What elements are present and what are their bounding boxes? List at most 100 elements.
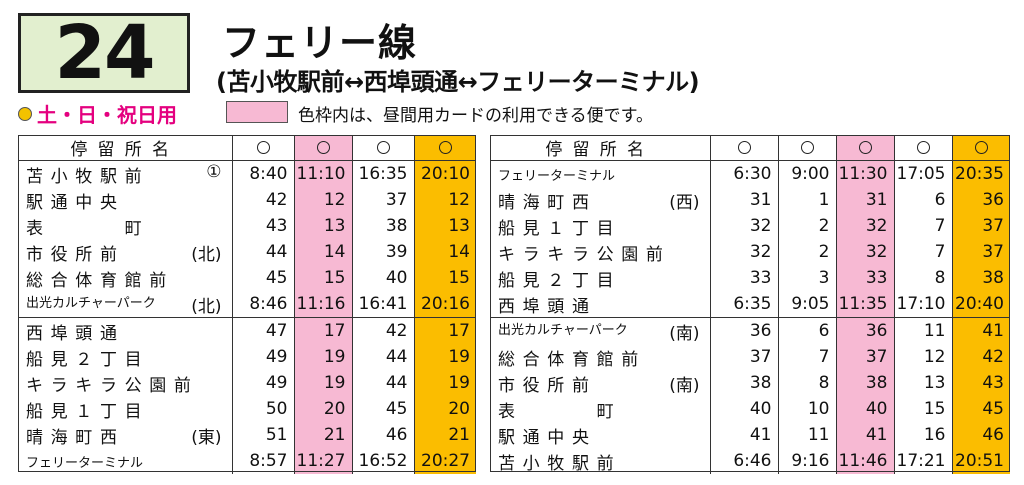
departure-time-cell: 16:52 [351, 448, 414, 474]
day-type-label: 土・日・祝日用 [18, 99, 177, 128]
departure-time-cell: 43 [951, 370, 1010, 396]
departure-time-cell: 8:46 [231, 291, 294, 318]
departure-time-cell: 7 [893, 239, 952, 265]
stop-name: 苫小牧駅前 [498, 453, 622, 474]
stop-name-cell: キラキラ公園前 [490, 239, 710, 265]
departure-time-cell: 15 [413, 265, 476, 291]
circle-icon [438, 141, 452, 154]
departure-time-cell: 16:41 [351, 291, 414, 318]
departure-time-cell: 11:16 [293, 291, 352, 318]
departure-time-cell: 33 [835, 265, 894, 291]
line-name: フェリー線 [222, 21, 418, 65]
departure-time-cell: 21 [293, 422, 352, 448]
day-type-text: 土・日・祝日用 [37, 103, 177, 127]
departure-time-cell: 31 [835, 187, 894, 213]
stop-name-cell: 総合体育館前 [18, 265, 232, 291]
circle-icon [974, 141, 988, 154]
departure-time-cell: 42 [231, 187, 294, 213]
departure-time-cell: 37 [951, 213, 1010, 239]
departure-time-cell: 7 [893, 213, 952, 239]
stop-name: 出光カルチャーパーク [498, 322, 628, 338]
departure-time-cell: 8 [893, 265, 952, 291]
departure-time-cell: 40 [835, 396, 894, 422]
table-row: 総合体育館前 45 15 40 15 [18, 265, 476, 291]
departure-time-cell: 9:16 [777, 448, 836, 474]
circle-icon [376, 141, 390, 154]
circle-icon [800, 141, 814, 154]
stop-name-cell: 船見２丁目 [490, 265, 710, 291]
departure-time-cell: 13 [293, 213, 352, 239]
stop-name: 総合体育館前 [498, 349, 646, 370]
departure-time-cell: 14 [413, 239, 476, 265]
trip-header-cell [835, 135, 894, 161]
table-row: 船見２丁目 49 19 44 19 [18, 344, 476, 370]
departure-time-cell: 45 [231, 265, 294, 291]
line-subtitle: (苫小牧駅前↔西埠頭通↔フェリーターミナル) [216, 68, 700, 96]
departure-time-cell: 19 [413, 344, 476, 370]
departure-time-cell: 11 [893, 317, 952, 344]
timetable-inbound: 停留所名 フェリーターミナル 6:30 9:00 11:30 17:05 20:35 晴海町西… [490, 135, 1010, 474]
departure-time-cell: 37 [351, 187, 414, 213]
stop-name-cell: 表 町 [18, 213, 232, 239]
departure-time-cell: 14 [293, 239, 352, 265]
departure-time-cell: 39 [351, 239, 414, 265]
departure-time-cell: 12 [413, 187, 476, 213]
table-row: 晴海町西 (西) 31 1 31 6 36 [490, 187, 1010, 213]
departure-time-cell: 46 [951, 422, 1010, 448]
stop-name: 船見２丁目 [498, 270, 622, 291]
departure-time-cell: 38 [951, 265, 1010, 291]
stop-name-cell: 市役所前 (南) [490, 370, 710, 396]
table-row: 出光カルチャーパーク (南) 36 6 36 11 41 [490, 317, 1010, 344]
departure-time-cell: 11 [777, 422, 836, 448]
departure-time-cell: 17:05 [893, 160, 952, 187]
stop-name-cell: 船見２丁目 [18, 344, 232, 370]
departure-time-cell: 44 [231, 239, 294, 265]
yellow-dot-icon [18, 106, 32, 121]
departure-time-cell: 51 [231, 422, 294, 448]
departure-time-cell: 37 [951, 239, 1010, 265]
trip-header-cell [293, 135, 352, 161]
table-row: フェリーターミナル 6:30 9:00 11:30 17:05 20:35 [490, 160, 1010, 188]
trip-header-cell [351, 135, 414, 161]
departure-time-cell: 10 [777, 396, 836, 422]
departure-time-cell: 20:16 [413, 291, 476, 318]
departure-time-cell: 8:57 [231, 448, 294, 474]
stop-name: 出光カルチャーパーク [26, 295, 156, 311]
stop-name-cell: 西埠頭通 [18, 318, 232, 345]
stop-note: (北) [191, 244, 222, 265]
stop-name: 表 町 [26, 218, 150, 239]
route-number: 24 [54, 10, 156, 96]
departure-time-cell: 9:05 [777, 291, 836, 318]
departure-time-cell: 11:30 [835, 160, 894, 187]
trip-header-cell [231, 135, 294, 161]
departure-time-cell: 6 [893, 187, 952, 213]
departure-time-cell: 15 [893, 396, 952, 422]
departure-time-cell: 37 [835, 344, 894, 370]
table-row: キラキラ公園前 32 2 32 7 37 [490, 239, 1010, 265]
departure-time-cell: 32 [835, 239, 894, 265]
departure-time-cell: 9:00 [777, 160, 836, 187]
stop-name-cell: 出光カルチャーパーク (北) [18, 291, 232, 318]
stop-name-cell: 西埠頭通 [490, 291, 710, 318]
departure-time-cell: 20:35 [951, 160, 1010, 187]
departure-time-cell: 20:27 [413, 448, 476, 474]
departure-time-cell: 8 [777, 370, 836, 396]
stop-name: 駅通中央 [498, 427, 597, 448]
stop-name-cell: フェリーターミナル [490, 161, 710, 188]
departure-time-cell: 33 [709, 265, 778, 291]
table-row: キラキラ公園前 49 19 44 19 [18, 370, 476, 396]
departure-time-cell: 44 [351, 370, 414, 396]
timetable-outbound: 停留所名 苫小牧駅前 ① 8:40 11:10 16:35 20:10 駅通中央 42 12 37 1… [18, 135, 476, 474]
departure-time-cell: 3 [777, 265, 836, 291]
departure-time-cell: 49 [231, 370, 294, 396]
circle-icon [256, 141, 270, 154]
table-row: 晴海町西 (東) 51 21 46 21 [18, 422, 476, 448]
departure-time-cell: 17:21 [893, 448, 952, 474]
departure-time-cell: 6 [777, 317, 836, 344]
stop-name: 船見１丁目 [26, 401, 150, 422]
table-row: 西埠頭通 47 17 42 17 [18, 317, 476, 345]
departure-time-cell: 13 [413, 213, 476, 239]
trip-header-cell [413, 135, 476, 161]
stop-note: (南) [669, 323, 700, 344]
stop-name: 西埠頭通 [26, 323, 125, 344]
